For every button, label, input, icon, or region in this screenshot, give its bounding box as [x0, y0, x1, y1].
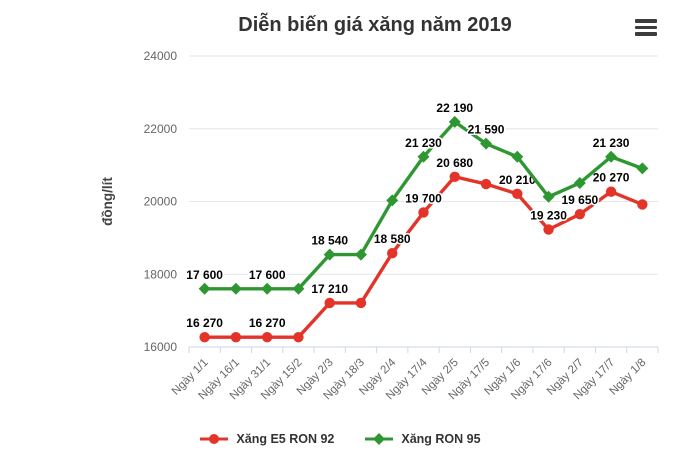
- data-point-marker[interactable]: [229, 282, 242, 295]
- data-point-marker[interactable]: [355, 297, 367, 309]
- legend-item-e5-ron92[interactable]: Xăng E5 RON 92: [199, 432, 334, 446]
- data-point-value-label: 17 210: [311, 282, 348, 296]
- data-point-marker[interactable]: [198, 282, 211, 295]
- data-point-marker[interactable]: [605, 186, 617, 197]
- data-point-value-label: 21 230: [593, 136, 630, 150]
- data-point-marker[interactable]: [636, 162, 649, 175]
- data-point-marker[interactable]: [386, 194, 399, 207]
- data-point-value-label: 17 600: [186, 268, 223, 282]
- data-point-marker[interactable]: [480, 178, 492, 190]
- data-point-marker[interactable]: [199, 331, 210, 343]
- data-point-value-label: 19 700: [405, 191, 442, 205]
- hamburger-menu-icon: [635, 32, 657, 36]
- data-point-marker[interactable]: [261, 282, 274, 295]
- legend-label-ron95: Xăng RON 95: [401, 432, 481, 446]
- data-point-marker[interactable]: [293, 331, 304, 343]
- y-axis-tick-label: 20000: [144, 195, 178, 209]
- data-point-marker[interactable]: [448, 115, 461, 128]
- data-point-marker[interactable]: [637, 199, 648, 210]
- data-point-value-label: 20 270: [593, 171, 630, 185]
- export-menu-button[interactable]: [635, 19, 657, 36]
- data-point-marker[interactable]: [512, 188, 523, 200]
- data-point-marker[interactable]: [480, 137, 493, 150]
- data-point-marker[interactable]: [292, 282, 305, 295]
- y-axis-title: đồng/lít: [100, 177, 115, 226]
- y-axis-tick-label: 18000: [144, 267, 178, 281]
- hamburger-menu-icon: [635, 25, 657, 30]
- hamburger-menu-icon: [635, 19, 657, 23]
- data-point-value-label: 18 540: [311, 234, 348, 248]
- data-point-value-label: 19 650: [561, 193, 598, 207]
- data-point-marker[interactable]: [324, 297, 335, 309]
- red-series-legend-marker: [200, 434, 229, 444]
- data-point-marker[interactable]: [417, 150, 430, 163]
- data-point-marker[interactable]: [387, 247, 398, 259]
- y-axis-tick-label: 24000: [144, 49, 178, 63]
- data-point-value-label: 18 580: [374, 232, 411, 246]
- data-point-marker[interactable]: [261, 331, 273, 343]
- data-point-value-label: 22 190: [436, 101, 473, 115]
- data-point-marker[interactable]: [573, 176, 586, 189]
- legend-item-ron95[interactable]: Xăng RON 95: [364, 432, 481, 446]
- data-point-marker[interactable]: [354, 248, 367, 261]
- chart-title: Diễn biến giá xăng năm 2019: [238, 14, 512, 36]
- y-axis-tick-label: 22000: [144, 122, 178, 136]
- data-point-value-label: 16 270: [186, 316, 223, 330]
- data-point-value-label: 19 230: [530, 209, 567, 223]
- y-axis-tick-label: 16000: [144, 340, 178, 354]
- data-point-value-label: 16 270: [249, 316, 286, 330]
- data-point-value-label: 21 590: [468, 123, 505, 137]
- data-point-marker[interactable]: [543, 224, 554, 235]
- data-point-marker[interactable]: [418, 207, 429, 218]
- data-point-marker[interactable]: [449, 171, 460, 182]
- data-point-value-label: 20 210: [499, 173, 536, 187]
- data-point-marker[interactable]: [323, 248, 336, 261]
- data-point-value-label: 17 600: [249, 268, 286, 282]
- data-point-marker[interactable]: [511, 150, 524, 163]
- data-point-value-label: 21 230: [405, 136, 442, 150]
- green-series-legend-marker: [365, 433, 394, 445]
- data-point-value-label: 20 680: [436, 156, 473, 170]
- legend-label-e5-ron92: Xăng E5 RON 92: [236, 432, 335, 446]
- data-point-marker[interactable]: [574, 209, 586, 220]
- data-point-marker[interactable]: [605, 150, 618, 163]
- chart-legend: Xăng E5 RON 92 Xăng RON 95: [0, 432, 680, 446]
- data-point-marker[interactable]: [542, 190, 555, 203]
- data-point-marker[interactable]: [230, 331, 242, 343]
